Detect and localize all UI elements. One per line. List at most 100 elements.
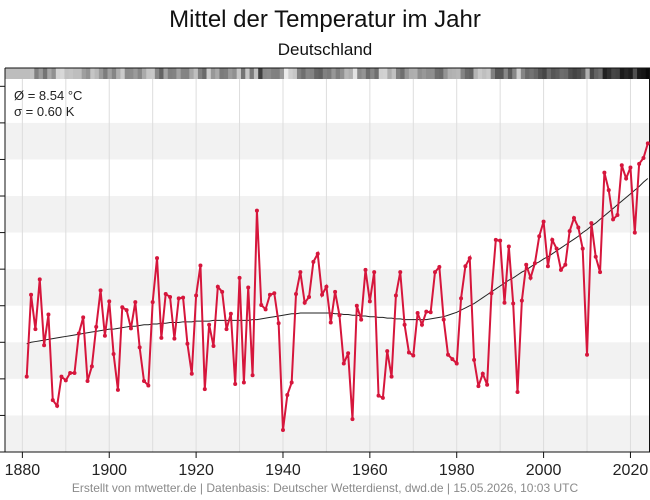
warming-stripes — [30, 68, 650, 79]
data-point — [346, 351, 351, 356]
data-point — [632, 230, 637, 235]
warming-stripe — [576, 68, 582, 79]
warming-stripe — [107, 68, 113, 79]
warming-stripe — [98, 68, 104, 79]
data-point — [541, 219, 546, 224]
warming-stripe — [443, 68, 449, 79]
x-tick-label: 1880 — [5, 462, 41, 479]
warming-stripe — [223, 68, 229, 79]
data-point — [111, 351, 116, 356]
grid-band — [5, 196, 650, 233]
warming-stripe — [245, 68, 251, 79]
warming-stripe — [628, 68, 634, 79]
data-point — [502, 300, 507, 305]
warming-stripe — [253, 68, 259, 79]
warming-stripe — [120, 68, 126, 79]
data-point — [528, 275, 533, 280]
data-point — [389, 374, 394, 379]
data-point — [476, 384, 481, 389]
warming-stripe — [546, 68, 552, 79]
warming-stripe — [176, 68, 182, 79]
warming-stripe — [581, 68, 587, 79]
data-point — [228, 311, 233, 316]
data-point — [415, 311, 420, 316]
x-tick-label: 1980 — [439, 462, 475, 479]
data-point — [393, 293, 398, 298]
data-point — [168, 294, 173, 299]
data-point — [550, 237, 555, 242]
data-point — [585, 352, 590, 357]
warming-stripe — [284, 68, 289, 79]
data-point — [472, 357, 477, 362]
data-point — [645, 141, 650, 146]
data-point — [602, 170, 607, 175]
data-point — [68, 371, 73, 376]
data-point — [372, 270, 377, 275]
data-point — [598, 270, 603, 275]
data-point — [289, 380, 294, 385]
data-point — [181, 295, 186, 300]
warming-stripe — [538, 68, 543, 79]
warming-stripe — [495, 68, 500, 79]
warming-stripe — [236, 68, 242, 79]
data-point — [272, 291, 277, 296]
annual-mean-line — [25, 143, 649, 431]
y-axis-ticks — [0, 85, 5, 453]
warming-stripe — [473, 68, 479, 79]
warming-stripe — [378, 68, 384, 79]
warming-stripe — [47, 68, 53, 79]
warming-stripe — [426, 68, 432, 79]
data-point — [315, 251, 320, 256]
data-point — [81, 315, 86, 320]
data-point — [55, 403, 60, 408]
warming-stripe — [322, 68, 328, 79]
warming-stripe — [296, 68, 302, 79]
sd-label: σ = 0.60 K — [14, 104, 75, 119]
x-tick-label: 1940 — [265, 462, 301, 479]
data-point — [202, 387, 207, 392]
data-point — [250, 373, 255, 378]
data-point — [493, 237, 498, 242]
warming-stripe — [309, 68, 315, 79]
warming-stripe — [361, 68, 367, 79]
x-tick-label: 1960 — [352, 462, 388, 479]
data-point — [155, 256, 160, 261]
data-point — [137, 345, 142, 350]
warming-stripe — [499, 68, 505, 79]
warming-stripe — [55, 68, 61, 79]
data-point — [593, 254, 598, 259]
data-point — [333, 289, 338, 294]
data-point — [254, 208, 259, 213]
data-point — [424, 309, 429, 314]
warming-stripe — [249, 68, 255, 79]
warming-stripe — [327, 68, 332, 79]
data-point — [437, 264, 442, 269]
data-point — [176, 296, 181, 301]
data-point — [532, 261, 537, 266]
data-point — [220, 289, 225, 294]
data-point — [398, 270, 403, 275]
data-point — [459, 296, 464, 301]
warming-stripe — [68, 68, 74, 79]
data-point — [320, 292, 325, 297]
data-point — [350, 417, 355, 422]
x-tick-label: 1900 — [91, 462, 127, 479]
warming-stripe — [477, 68, 483, 79]
warming-stripe — [103, 68, 109, 79]
data-point — [194, 293, 199, 298]
data-point — [480, 371, 485, 376]
warming-stripe — [81, 68, 87, 79]
warming-stripe — [611, 68, 617, 79]
warming-stripe — [464, 68, 470, 79]
data-point — [337, 313, 342, 318]
warming-stripe — [335, 68, 341, 79]
data-point — [511, 301, 516, 306]
warming-stripe — [340, 68, 345, 79]
data-point — [159, 335, 164, 340]
data-point — [29, 292, 34, 297]
warming-stripe — [206, 68, 212, 79]
data-point — [94, 324, 99, 329]
data-point — [641, 155, 646, 160]
warming-stripe — [421, 68, 427, 79]
